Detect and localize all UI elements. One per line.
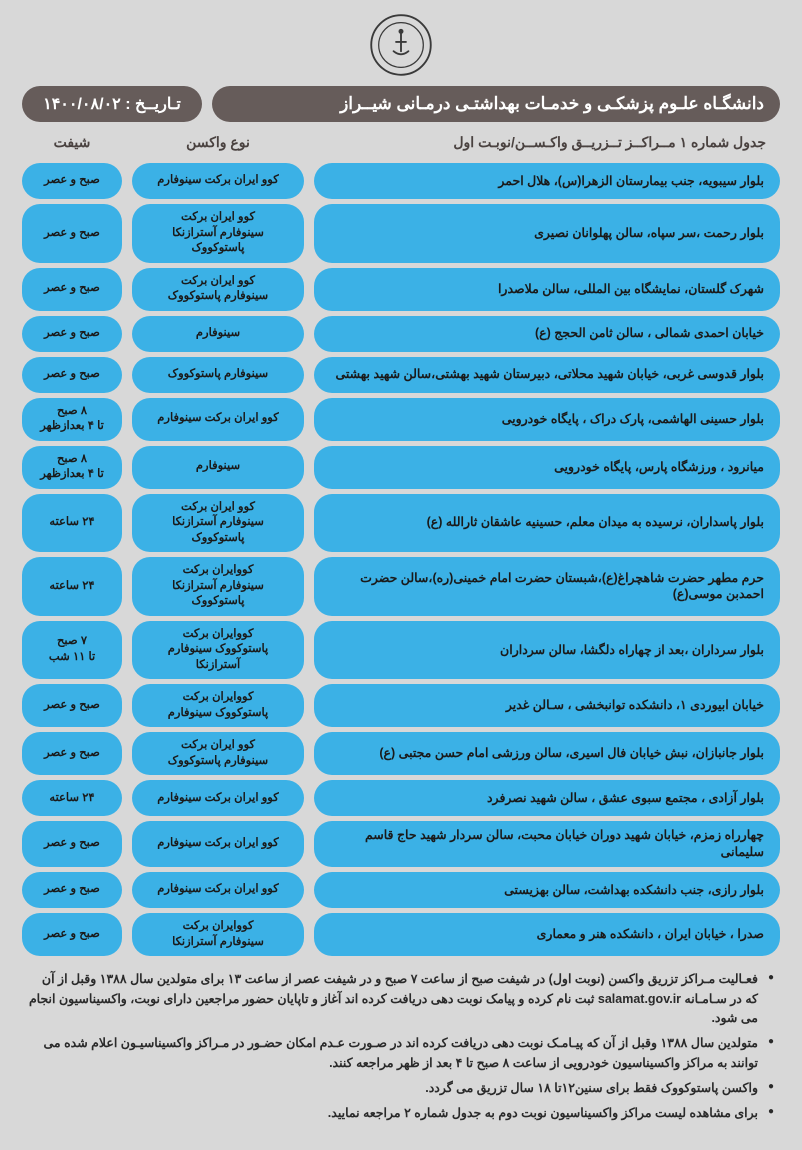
vaccine-cell: کوو ایران برکت سینوفارم <box>132 872 304 908</box>
location-cell: خیابان احمدی شمالی ، سالن ثامن الحجج (ع) <box>314 316 780 352</box>
note-item: برای مشاهده لیست مراکز واکسیناسیون نوبت … <box>28 1104 774 1123</box>
table-row: بلوار قدوسی غربی، خیابان شهید محلاتی، دب… <box>22 357 780 393</box>
table-row: بلوار آزادی ، مجتمع سبوی عشق ، سالن شهید… <box>22 780 780 816</box>
table-row: بلوار رازی، جنب دانشکده بهداشت، سالن بهز… <box>22 872 780 908</box>
vaccine-cell: کوو ایران برکتسینوفارم آسترازنکا پاستوکو… <box>132 204 304 263</box>
table-row: بلوار جانبازان، نبش خیابان فال اسیری، سا… <box>22 732 780 775</box>
vaccine-cell: کووایران برکتپاستوکووک سینوفارم <box>132 684 304 727</box>
shift-cell: ۲۴ ساعته <box>22 494 122 553</box>
note-item: واکسن پاستوکووک فقط برای سنین۱۲تا ۱۸ سال… <box>28 1079 774 1098</box>
note-item: فعـالیت مـراکز تزریق واکسن (نوبت اول) در… <box>28 970 774 1028</box>
location-cell: بلوار جانبازان، نبش خیابان فال اسیری، سا… <box>314 732 780 775</box>
shift-cell: ۸ صبحتا ۴ بعدازظهر <box>22 446 122 489</box>
location-cell: بلوار پاسداران، نرسیده به میدان معلم، حس… <box>314 494 780 553</box>
notes-list: فعـالیت مـراکز تزریق واکسن (نوبت اول) در… <box>28 970 774 1124</box>
vaccine-cell: کوو ایران برکتسینوفارم آسترازنکا پاستوکو… <box>132 494 304 553</box>
logo-container <box>22 14 780 76</box>
vaccine-cell: کوو ایران برکت سینوفارم <box>132 163 304 199</box>
shift-cell: صبح و عصر <box>22 316 122 352</box>
shift-cell: ۸ صبحتا ۴ بعدازظهر <box>22 398 122 441</box>
shift-cell: ۷ صبحتا ۱۱ شب <box>22 621 122 680</box>
shift-cell: صبح و عصر <box>22 872 122 908</box>
shift-cell: صبح و عصر <box>22 821 122 867</box>
vaccine-cell: کوو ایران برکت سینوفارم <box>132 780 304 816</box>
header-bar: دانشگـاه علـوم پزشکـی و خدمـات بهداشتـی … <box>22 86 780 122</box>
location-cell: صدرا ، خیابان ایران ، دانشکده هنر و معما… <box>314 913 780 956</box>
shift-cell: ۲۴ ساعته <box>22 780 122 816</box>
vaccine-cell: کوو ایران برکت سینوفارم <box>132 398 304 441</box>
table-row: بلوار حسینی الهاشمی، پارک دراک ، پایگاه … <box>22 398 780 441</box>
shift-cell: صبح و عصر <box>22 913 122 956</box>
shift-column-header: شیفت <box>22 128 122 157</box>
vaccine-cell: کووایران برکتپاستوکووک سینوفارم آسترازنک… <box>132 621 304 680</box>
shift-cell: صبح و عصر <box>22 357 122 393</box>
vaccine-cell: کوو ایران برکت سینوفارم <box>132 821 304 867</box>
table-row: بلوار رحمت ،سر سپاه، سالن پهلوانان نصیری… <box>22 204 780 263</box>
column-headers: جدول شماره ۱ مــراکــز تــزریــق واکـســ… <box>22 128 780 157</box>
location-cell: بلوار رازی، جنب دانشکده بهداشت، سالن بهز… <box>314 872 780 908</box>
table-body: بلوار سیبویه، جنب بیمارستان الزهرا(س)، ه… <box>22 163 780 956</box>
page-title: دانشگـاه علـوم پزشکـی و خدمـات بهداشتـی … <box>212 86 780 122</box>
table-row: میانرود ، ورزشگاه پارس، پایگاه خودروییسی… <box>22 446 780 489</box>
location-cell: بلوار رحمت ،سر سپاه، سالن پهلوانان نصیری <box>314 204 780 263</box>
vaccine-cell: سینوفارم <box>132 446 304 489</box>
table-row: بلوار سیبویه، جنب بیمارستان الزهرا(س)، ه… <box>22 163 780 199</box>
location-cell: بلوار سرداران ،بعد از چهاراه دلگشا، سالن… <box>314 621 780 680</box>
shift-cell: صبح و عصر <box>22 204 122 263</box>
location-cell: بلوار آزادی ، مجتمع سبوی عشق ، سالن شهید… <box>314 780 780 816</box>
notes-section: فعـالیت مـراکز تزریق واکسن (نوبت اول) در… <box>22 970 780 1124</box>
page-date: تـاریــخ : ۱۴۰۰/۰۸/۰۲ <box>22 86 202 122</box>
table-row: خیابان ابیوردی ۱، دانشکده توانبخشی ، سـا… <box>22 684 780 727</box>
vaccine-cell: کووایران برکتسینوفارم آسترازنکا پاستوکوو… <box>132 557 304 616</box>
table-row: چهارراه زمزم، خیابان شهید دوران خیابان م… <box>22 821 780 867</box>
table-row: بلوار سرداران ،بعد از چهاراه دلگشا، سالن… <box>22 621 780 680</box>
table-row: صدرا ، خیابان ایران ، دانشکده هنر و معما… <box>22 913 780 956</box>
location-cell: بلوار سیبویه، جنب بیمارستان الزهرا(س)، ه… <box>314 163 780 199</box>
shift-cell: صبح و عصر <box>22 268 122 311</box>
table-row: شهرک گلستان، نمایشگاه بین المللی، سالن م… <box>22 268 780 311</box>
vaccine-column-header: نوع واکسن <box>132 128 304 157</box>
vaccine-cell: کوو ایران برکتسینوفارم پاستوکووک <box>132 268 304 311</box>
shift-cell: صبح و عصر <box>22 684 122 727</box>
note-item: متولدین سال ۱۳۸۸ وقبل از آن که پیـامـک ن… <box>28 1034 774 1073</box>
shift-cell: صبح و عصر <box>22 732 122 775</box>
table-row: خیابان احمدی شمالی ، سالن ثامن الحجج (ع)… <box>22 316 780 352</box>
location-cell: حرم مطهر حضرت شاهچراغ(ع)،شبستان حضرت اما… <box>314 557 780 616</box>
table-row: حرم مطهر حضرت شاهچراغ(ع)،شبستان حضرت اما… <box>22 557 780 616</box>
table-row: بلوار پاسداران، نرسیده به میدان معلم، حس… <box>22 494 780 553</box>
location-cell: خیابان ابیوردی ۱، دانشکده توانبخشی ، سـا… <box>314 684 780 727</box>
location-cell: شهرک گلستان، نمایشگاه بین المللی، سالن م… <box>314 268 780 311</box>
vaccine-cell: کوو ایران برکتسینوفارم پاستوکووک <box>132 732 304 775</box>
location-cell: بلوار قدوسی غربی، خیابان شهید محلاتی، دب… <box>314 357 780 393</box>
university-logo <box>370 14 432 76</box>
location-cell: بلوار حسینی الهاشمی، پارک دراک ، پایگاه … <box>314 398 780 441</box>
shift-cell: ۲۴ ساعته <box>22 557 122 616</box>
table-subtitle: جدول شماره ۱ مــراکــز تــزریــق واکـســ… <box>314 128 780 157</box>
vaccine-cell: سینوفارم <box>132 316 304 352</box>
vaccine-cell: سینوفارم پاستوکووک <box>132 357 304 393</box>
location-cell: چهارراه زمزم، خیابان شهید دوران خیابان م… <box>314 821 780 867</box>
location-cell: میانرود ، ورزشگاه پارس، پایگاه خودرویی <box>314 446 780 489</box>
vaccine-cell: کووایران برکتسینوفارم آسترازنکا <box>132 913 304 956</box>
shift-cell: صبح و عصر <box>22 163 122 199</box>
